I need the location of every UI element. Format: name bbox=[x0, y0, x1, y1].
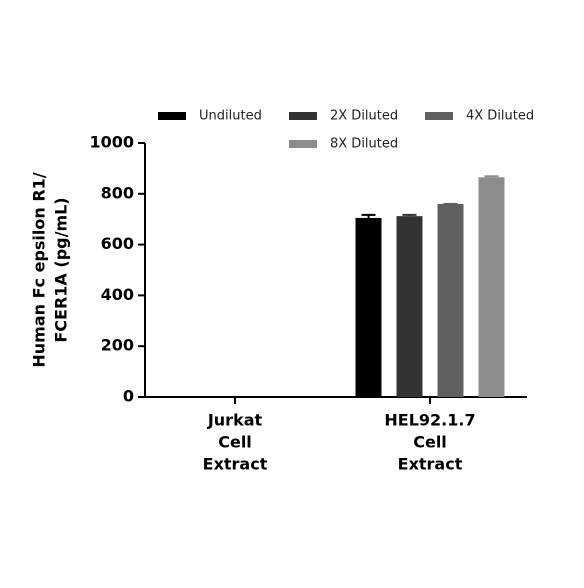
x-tick-label: Cell bbox=[413, 433, 447, 452]
x-tick-label: HEL92.1.7 bbox=[384, 411, 475, 430]
x-tick-label: Extract bbox=[398, 455, 463, 474]
legend-swatch bbox=[425, 112, 453, 120]
y-tick-label: 400 bbox=[101, 285, 134, 304]
bar bbox=[355, 217, 382, 397]
legend-label: 2X Diluted bbox=[330, 109, 398, 124]
bar bbox=[478, 177, 505, 397]
bar bbox=[396, 216, 423, 397]
bar bbox=[437, 203, 464, 397]
y-axis-title: Human Fc epsilon R1/ bbox=[30, 172, 49, 367]
y-tick-label: 800 bbox=[101, 183, 134, 202]
y-tick-label: 200 bbox=[101, 336, 134, 355]
legend-label: 4X Diluted bbox=[466, 109, 534, 124]
y-axis-title: FCER1A (pg/mL) bbox=[52, 197, 71, 342]
legend-swatch bbox=[289, 140, 317, 148]
legend-swatch bbox=[289, 112, 317, 120]
legend-label: Undiluted bbox=[199, 109, 262, 124]
x-tick-label: Extract bbox=[203, 455, 268, 474]
y-tick-label: 600 bbox=[101, 234, 134, 253]
y-tick-label: 1000 bbox=[89, 133, 134, 152]
y-tick-label: 0 bbox=[123, 387, 134, 406]
legend-swatch bbox=[158, 112, 186, 120]
legend-label: 8X Diluted bbox=[330, 137, 398, 152]
x-tick-label: Jurkat bbox=[207, 411, 263, 430]
x-tick-label: Cell bbox=[218, 433, 252, 452]
